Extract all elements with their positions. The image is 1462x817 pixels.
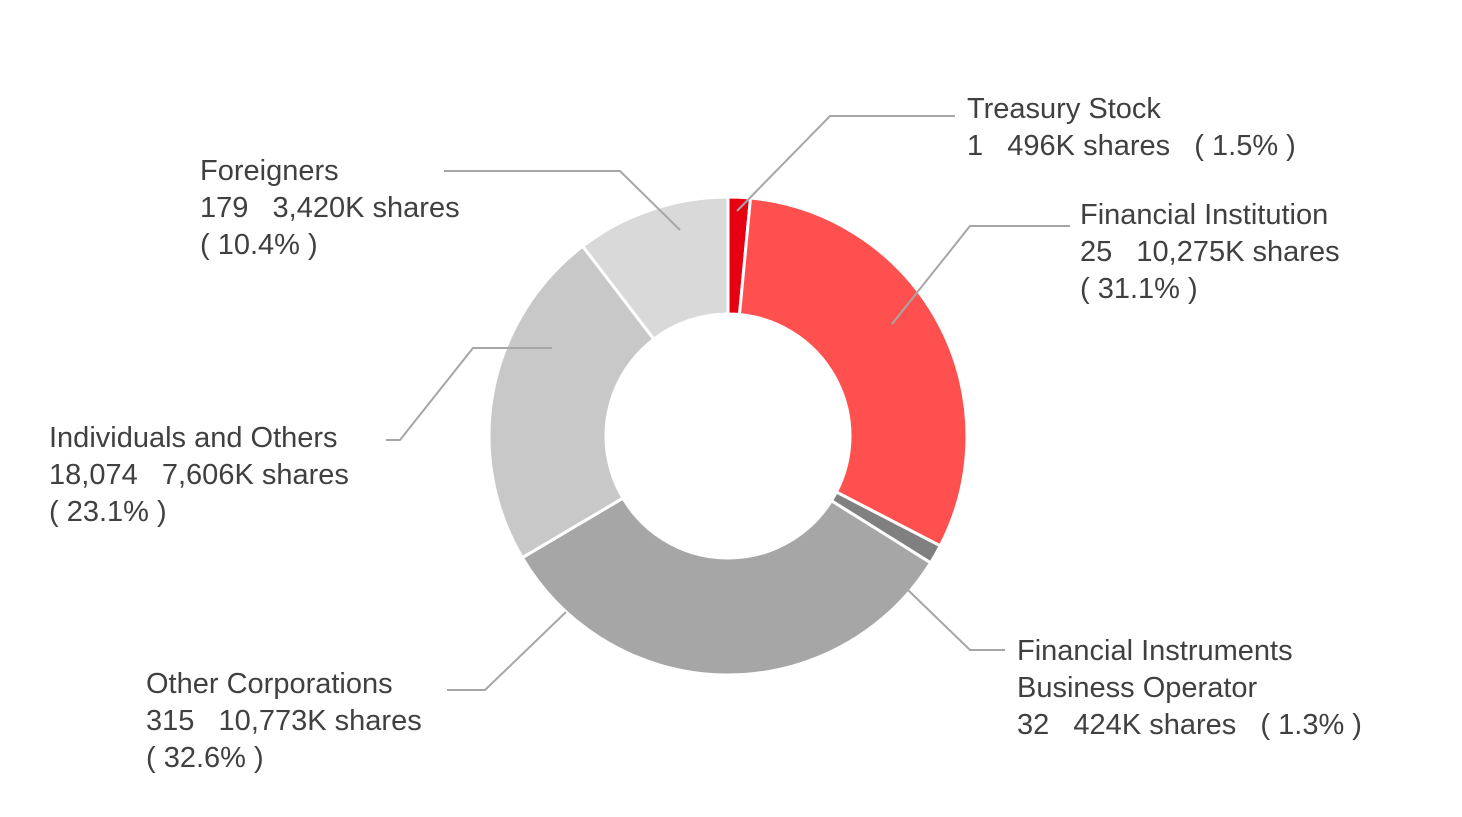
- label-line: Individuals and Others: [49, 422, 338, 454]
- slice-labels: Treasury Stock 1 496K shares ( 1.5% ) Fina…: [49, 93, 1362, 774]
- label-line: Foreigners: [200, 155, 339, 187]
- label-treasury-stock: Treasury Stock 1 496K shares ( 1.5% ): [967, 93, 1296, 162]
- donut-slices: [487, 195, 969, 677]
- label-line: ( 23.1% ): [49, 496, 167, 528]
- leader-lines: [386, 115, 1070, 691]
- label-line: 32 424K shares ( 1.3% ): [1017, 709, 1362, 741]
- leader-line-foreigners: [444, 170, 681, 231]
- label-line: 1 496K shares ( 1.5% ): [967, 130, 1296, 162]
- label-line: Other Corporations: [146, 668, 393, 700]
- label-line: Treasury Stock: [967, 93, 1161, 125]
- label-foreigners: Foreigners 179 3,420K shares ( 10.4% ): [200, 155, 460, 261]
- label-financial-instruments-business-operator: Financial Instruments Business Operator 32…: [1017, 635, 1362, 741]
- label-line: Financial Institution: [1080, 199, 1328, 231]
- slice-foreigners: [580, 195, 730, 342]
- label-line: ( 31.1% ): [1080, 273, 1198, 305]
- label-line: 179 3,420K shares: [200, 192, 460, 224]
- label-individuals-and-others: Individuals and Others 18,074 7,606K shar…: [49, 422, 349, 528]
- label-line: 315 10,773K shares: [146, 705, 422, 737]
- label-line: ( 32.6% ): [146, 742, 264, 774]
- leader-line-individuals-and-others: [386, 347, 552, 441]
- label-line: ( 10.4% ): [200, 229, 318, 261]
- label-line: Financial Instruments: [1017, 635, 1293, 667]
- label-financial-institution: Financial Institution 25 10,275K shares ( …: [1080, 199, 1340, 305]
- slice-other-corporations: [520, 496, 933, 677]
- leader-line-financial-institution: [891, 225, 1070, 325]
- label-line: 25 10,275K shares: [1080, 236, 1340, 268]
- label-line: 18,074 7,606K shares: [49, 459, 349, 491]
- label-line: Business Operator: [1017, 672, 1258, 704]
- slice-individuals-and-others: [487, 244, 656, 560]
- leader-line-treasury-stock: [736, 115, 955, 212]
- leader-line-financial-instruments-business-operator: [907, 589, 1005, 651]
- label-other-corporations: Other Corporations 315 10,773K shares ( 32…: [146, 668, 422, 774]
- leader-line-other-corporations: [447, 611, 567, 691]
- slice-financial-institution: [737, 196, 969, 548]
